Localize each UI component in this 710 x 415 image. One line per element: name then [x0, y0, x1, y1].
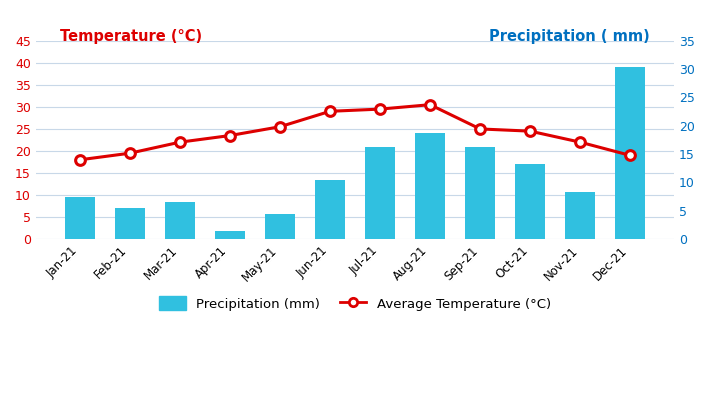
Bar [465, 146, 495, 239]
Text: Temperature (°C): Temperature (°C) [60, 29, 202, 44]
Bar [265, 214, 295, 239]
Text: Precipitation ( mm): Precipitation ( mm) [489, 29, 650, 44]
Bar [215, 231, 245, 239]
Bar [616, 67, 645, 239]
Bar [415, 133, 445, 239]
Bar [315, 180, 345, 239]
Bar [565, 192, 595, 239]
Bar [365, 146, 395, 239]
Bar [65, 197, 94, 239]
Legend: Precipitation (mm), Average Temperature (°C): Precipitation (mm), Average Temperature … [154, 291, 556, 316]
Bar [115, 208, 145, 239]
Bar [165, 202, 195, 239]
Bar [515, 164, 545, 239]
